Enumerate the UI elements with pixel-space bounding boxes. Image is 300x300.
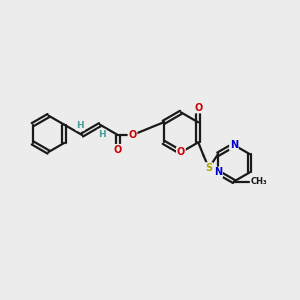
- Text: H: H: [76, 121, 84, 130]
- Text: H: H: [98, 130, 106, 139]
- Text: O: O: [177, 147, 185, 158]
- Text: O: O: [128, 130, 136, 140]
- Text: O: O: [114, 145, 122, 155]
- Text: S: S: [205, 163, 212, 173]
- Text: N: N: [230, 140, 238, 150]
- Text: CH₃: CH₃: [250, 177, 267, 186]
- Text: O: O: [194, 103, 202, 112]
- Text: N: N: [214, 167, 222, 177]
